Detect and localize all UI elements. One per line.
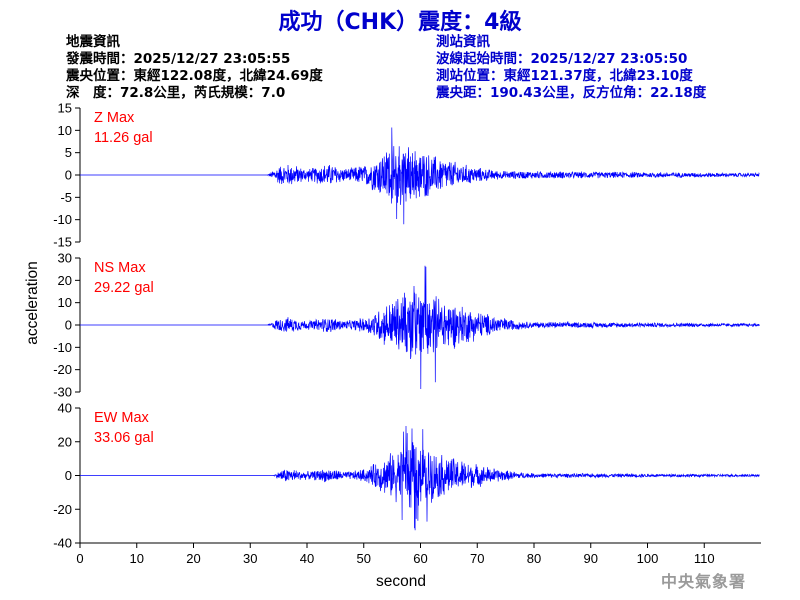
y-axis-title: acceleration — [24, 261, 41, 345]
max-label: EW Max — [94, 410, 150, 426]
y-tick-label: -10 — [53, 340, 72, 355]
station-location: 測站位置：東經121.37度，北緯23.10度 — [436, 68, 693, 84]
x-tick-label: 90 — [584, 551, 598, 566]
x-tick-label: 30 — [243, 551, 257, 566]
y-tick-label: -20 — [53, 362, 72, 377]
station-info-block: 測站資訊 波線起始時間：2025/12/27 23:05:50 測站位置：東經1… — [436, 34, 706, 102]
max-value-label: 29.22 gal — [94, 280, 154, 296]
quake-info-block: 地震資訊 發震時間：2025/12/27 23:05:55 震央位置：東經122… — [66, 34, 323, 102]
y-tick-label: -20 — [53, 502, 72, 517]
x-tick-label: 110 — [694, 551, 715, 566]
waveform-trace-panel-1 — [80, 127, 760, 225]
quake-epicenter: 震央位置：東經122.08度，北緯24.69度 — [66, 68, 323, 84]
y-tick-label: 0 — [65, 168, 72, 183]
y-tick-label: 30 — [58, 251, 72, 266]
y-tick-label: 15 — [58, 101, 72, 116]
y-tick-label: -5 — [60, 190, 72, 205]
y-tick-label: 40 — [58, 401, 72, 416]
max-label: Z Max — [94, 110, 135, 126]
x-tick-label: 60 — [413, 551, 427, 566]
y-tick-label: -10 — [53, 212, 72, 227]
x-tick-label: 80 — [527, 551, 541, 566]
x-axis-title: second — [376, 573, 426, 590]
y-tick-label: -30 — [53, 385, 72, 400]
y-tick-label: -40 — [53, 536, 72, 551]
waveform-trace-panel-3 — [80, 425, 760, 531]
max-value-label: 33.06 gal — [94, 430, 154, 446]
max-label: NS Max — [94, 260, 146, 276]
quake-info-heading: 地震資訊 — [66, 34, 120, 50]
x-tick-label: 0 — [76, 551, 83, 566]
y-tick-label: 20 — [58, 434, 72, 449]
x-tick-label: 40 — [300, 551, 314, 566]
quake-depth-magnitude: 深 度：72.8公里，芮氏規模：7.0 — [66, 85, 286, 101]
x-tick-label: 50 — [357, 551, 371, 566]
y-tick-label: -15 — [53, 235, 72, 250]
max-value-label: 11.26 gal — [94, 130, 153, 146]
station-title: 成功（CHK）震度：4級 — [278, 10, 522, 35]
y-tick-label: 10 — [58, 123, 72, 138]
x-tick-label: 20 — [186, 551, 200, 566]
wave-start-time: 波線起始時間：2025/12/27 23:05:50 — [436, 51, 688, 67]
quake-origin-time: 發震時間：2025/12/27 23:05:55 — [66, 51, 291, 67]
y-tick-label: 20 — [58, 273, 72, 288]
epicentral-distance: 震央距：190.43公里，反方位角：22.18度 — [436, 85, 707, 101]
x-tick-label: 10 — [130, 551, 144, 566]
agency-watermark: 中央氣象署 — [660, 572, 746, 591]
y-tick-label: 0 — [65, 468, 72, 483]
y-tick-label: 10 — [58, 295, 72, 310]
waveform-trace-panel-2 — [80, 265, 760, 390]
y-tick-label: 0 — [65, 318, 72, 333]
x-tick-label: 100 — [637, 551, 659, 566]
x-tick-label: 70 — [470, 551, 484, 566]
y-tick-label: 5 — [65, 145, 72, 160]
station-info-heading: 測站資訊 — [436, 34, 490, 50]
